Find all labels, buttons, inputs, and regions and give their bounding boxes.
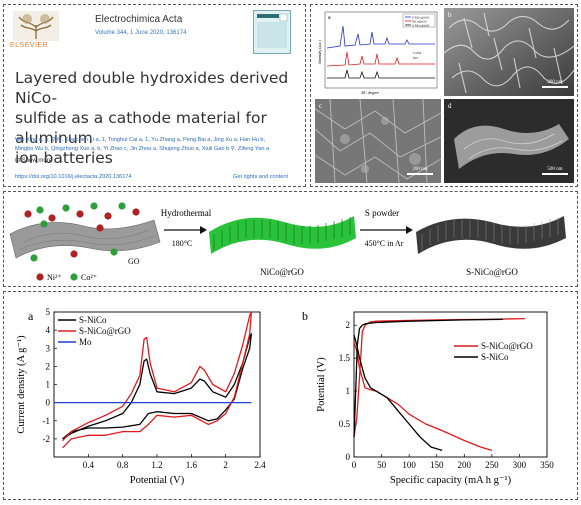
- gcd-legend-label-0: S-NiCo@rGO: [481, 341, 533, 351]
- xrd-legend-1: S-NiCo@rGO: [412, 16, 430, 20]
- micrograph-frame: [310, 4, 578, 187]
- scale-bar-c: 200 nm: [412, 167, 427, 172]
- cv-legend-label-1: S-NiCo@rGO: [79, 326, 131, 336]
- gcd-ytick-label-2: 1: [346, 386, 351, 396]
- show-more-button[interactable]: ⊞ Show more: [15, 157, 52, 164]
- rights-link[interactable]: Get rights and content: [233, 174, 289, 180]
- title-line-3: ion batteries: [15, 149, 113, 167]
- electrochem-charts: 0.4 0.8 1.2 1.6 2 2.4 -2 -1 0 1 2 3 4 5 Potential (V) C…: [16, 307, 554, 486]
- s-nico-rgo-sheet: [416, 216, 566, 254]
- gcd-ytick-label-4: 2: [346, 320, 351, 330]
- scale-bar-d: 500 nm: [547, 167, 562, 172]
- ni-legend-label: Ni²⁺: [47, 273, 62, 282]
- journal-cover-thumbnail[interactable]: [253, 10, 291, 54]
- ion-cluster: [24, 202, 140, 262]
- title-line-1: Layered double hydroxides derived NiCo-: [15, 69, 289, 107]
- cv-ytick-label-4: 2: [46, 361, 51, 371]
- cv-ylabel: Current density (A g⁻¹): [16, 335, 27, 434]
- authors-line-2[interactable]: Mingbo Wu b, Qingzhong Xue a, b, Yi Zhao…: [15, 145, 270, 152]
- article-frame: [3, 4, 306, 187]
- show-more-label: Show more: [21, 158, 53, 164]
- cv-xlabel: Potential (V): [130, 475, 185, 486]
- cv-xtick-label-2: 1.2: [151, 460, 162, 470]
- xrd-xlabel: 2θ / degree: [361, 90, 379, 95]
- gcd-xlabel: Specific capacity (mA h g⁻¹): [390, 475, 512, 486]
- publisher-name: ELSEVIER: [10, 42, 49, 49]
- step1-label: Hydrothermal: [161, 208, 212, 218]
- gcd-xtick-label-2: 100: [402, 460, 416, 470]
- gcd-panel-label: b: [302, 309, 308, 323]
- volume-line[interactable]: Volume 344, 1 June 2020, 136174: [95, 30, 187, 36]
- cv-ytick-label-0: -2: [43, 434, 51, 444]
- cv-xtick-label-0: 0.4: [83, 460, 95, 470]
- author-list[interactable]: Wei Xing a, b, ⚲ ✉, Xiaochen Li a, 1, To…: [15, 136, 305, 153]
- xrd-ref-1: Co3S4: [413, 51, 422, 55]
- authors-line-1[interactable]: Wei Xing a, b, ⚲ ✉, Xiaochen Li a, 1, To…: [15, 137, 266, 143]
- cv-xtick-label-5: 2.4: [254, 460, 266, 470]
- xrd-ref-2: NiS: [413, 56, 418, 60]
- xrd-ylabel: Intensity (a.u.): [317, 40, 322, 64]
- cv-ytick-label-2: 0: [46, 398, 51, 408]
- synthesis-scheme: GO Ni²⁺ Co²⁺ Hydrothermal 180°C NiCo@rGO…: [9, 202, 566, 282]
- gcd-xtick-label-7: 350: [540, 460, 554, 470]
- sem-panel-d: 500 nm d: [444, 99, 574, 183]
- cv-ytick-label-6: 4: [46, 325, 51, 335]
- scheme-frame: [3, 191, 578, 287]
- cv-legend-label-2: Mo: [79, 337, 92, 347]
- cv-legend-label-0: S-NiCo: [79, 315, 107, 325]
- co-legend-dot: [70, 273, 78, 281]
- gcd-ylabel: Potential (V): [316, 357, 327, 412]
- cv-ytick-label-1: -1: [43, 416, 51, 426]
- gcd-plot-frame: [353, 311, 548, 458]
- cv-xtick-label-4: 2: [223, 460, 228, 470]
- gcd-charge-1: [353, 318, 503, 438]
- gcd-legend-label-1: S-NiCo: [481, 352, 509, 362]
- gcd-xtick-label-4: 200: [458, 460, 472, 470]
- cv-xtick-label-3: 1.6: [186, 460, 198, 470]
- sem-panel-c: 200 nm c: [315, 99, 441, 183]
- cv-panel-label: a: [28, 309, 34, 323]
- gcd-xtick-label-3: 150: [430, 460, 444, 470]
- xrd-legend-2: NiCo@rGO: [412, 20, 427, 24]
- gcd-charge-0: [353, 317, 525, 438]
- sem-c-label: c: [319, 102, 322, 110]
- gcd-xtick-label-5: 250: [485, 460, 499, 470]
- step2-label: S powder: [365, 208, 399, 218]
- gcd-discharge-0: [353, 341, 493, 452]
- article-title: Layered double hydroxides derived NiCo- …: [15, 68, 300, 168]
- temp2-label: 450°C in Ar: [365, 239, 404, 248]
- product2-label: S-NiCo@rGO: [466, 267, 518, 277]
- gcd-discharge-1: [353, 334, 443, 452]
- gcd-xtick-label-0: 0: [352, 460, 357, 470]
- title-line-2: sulfide as a cathode material for alumin…: [15, 109, 267, 147]
- gcd-ytick-label-1: 0.5: [339, 419, 351, 429]
- plus-square-icon: ⊞: [15, 158, 22, 164]
- cv-ytick-label-7: 5: [46, 307, 51, 317]
- elsevier-logo: [13, 11, 59, 41]
- go-label: GO: [128, 257, 140, 266]
- charts-frame: [3, 291, 578, 500]
- co-legend-label: Co²⁺: [81, 273, 97, 282]
- gcd-xtick-label-6: 300: [513, 460, 527, 470]
- journal-name[interactable]: Electrochimica Acta: [95, 14, 183, 25]
- product1-label: NiCo@rGO: [260, 267, 304, 277]
- gcd-ytick-label-3: 1.5: [339, 353, 351, 363]
- xrd-panel: S-NiCo@rGO NiCo@rGO S-NiCo@rGO Co3S4 NiS…: [315, 8, 441, 96]
- cv-ytick-label-5: 3: [46, 343, 51, 353]
- cv-ytick-label-3: 1: [46, 380, 51, 390]
- gcd-xtick-label-1: 50: [377, 460, 387, 470]
- temp1-label: 180°C: [172, 239, 193, 248]
- gcd-ytick-label-0: 0: [346, 452, 351, 462]
- cv-xtick-label-1: 0.8: [117, 460, 129, 470]
- xrd-legend-3: S-NiCo@rGO: [412, 24, 430, 28]
- scale-bar-b: 200 nm: [547, 80, 562, 85]
- nico-rgo-sheet: [209, 216, 356, 254]
- sem-b-label: b: [448, 11, 452, 19]
- xrd-panel-label: a: [328, 15, 331, 21]
- cv-series-1: [62, 311, 253, 449]
- doi-link[interactable]: https://doi.org/10.1016/j.electacta.2020…: [15, 174, 132, 180]
- ni-legend-dot: [36, 273, 44, 281]
- sem-d-label: d: [448, 102, 452, 110]
- sem-panel-b: 200 nm b: [444, 8, 574, 96]
